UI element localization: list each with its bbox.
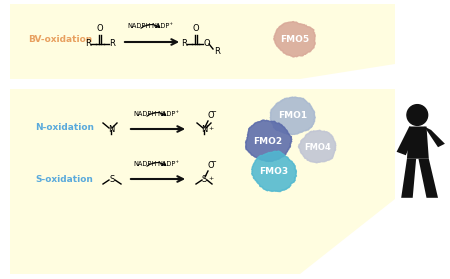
Polygon shape xyxy=(424,126,445,147)
Text: BV-oxidation: BV-oxidation xyxy=(28,35,92,44)
Text: O: O xyxy=(204,39,211,47)
Polygon shape xyxy=(396,126,417,155)
Text: +: + xyxy=(208,175,213,181)
Text: −: − xyxy=(210,109,216,115)
Circle shape xyxy=(407,105,428,125)
FancyArrowPatch shape xyxy=(147,112,166,116)
Polygon shape xyxy=(407,126,429,159)
Text: NADPH: NADPH xyxy=(127,23,150,29)
Text: FMO1: FMO1 xyxy=(279,112,307,121)
Text: S-oxidation: S-oxidation xyxy=(35,174,93,184)
Text: FMO4: FMO4 xyxy=(305,143,331,151)
FancyArrowPatch shape xyxy=(147,162,166,166)
Text: S: S xyxy=(109,174,115,184)
Text: O: O xyxy=(208,161,215,170)
Text: NADP⁺: NADP⁺ xyxy=(152,23,174,29)
Polygon shape xyxy=(10,89,395,274)
Text: FMO3: FMO3 xyxy=(260,167,288,175)
Polygon shape xyxy=(246,120,292,162)
Polygon shape xyxy=(298,130,336,163)
Polygon shape xyxy=(274,22,315,57)
Text: −: − xyxy=(210,159,216,165)
Text: NADP⁺: NADP⁺ xyxy=(158,111,180,117)
Polygon shape xyxy=(10,4,395,79)
Polygon shape xyxy=(252,151,297,192)
Text: R: R xyxy=(214,47,220,56)
Text: R: R xyxy=(181,40,187,49)
Text: N-oxidation: N-oxidation xyxy=(35,122,94,131)
Text: R: R xyxy=(85,40,91,49)
Text: NADPH: NADPH xyxy=(133,161,157,167)
Text: NADPH: NADPH xyxy=(133,111,157,117)
Text: N: N xyxy=(108,124,114,133)
Text: N: N xyxy=(201,124,207,133)
Polygon shape xyxy=(401,159,416,198)
Text: +: + xyxy=(208,126,213,131)
Text: NADP⁺: NADP⁺ xyxy=(158,161,180,167)
Text: FMO5: FMO5 xyxy=(280,35,310,44)
Polygon shape xyxy=(418,159,438,198)
Text: O: O xyxy=(97,24,104,33)
Text: FMO2: FMO2 xyxy=(253,136,283,146)
FancyArrowPatch shape xyxy=(141,24,160,28)
Text: R: R xyxy=(109,40,115,49)
Text: O: O xyxy=(193,24,199,33)
Text: O: O xyxy=(208,111,215,120)
Text: S: S xyxy=(202,174,207,184)
Polygon shape xyxy=(270,97,315,134)
